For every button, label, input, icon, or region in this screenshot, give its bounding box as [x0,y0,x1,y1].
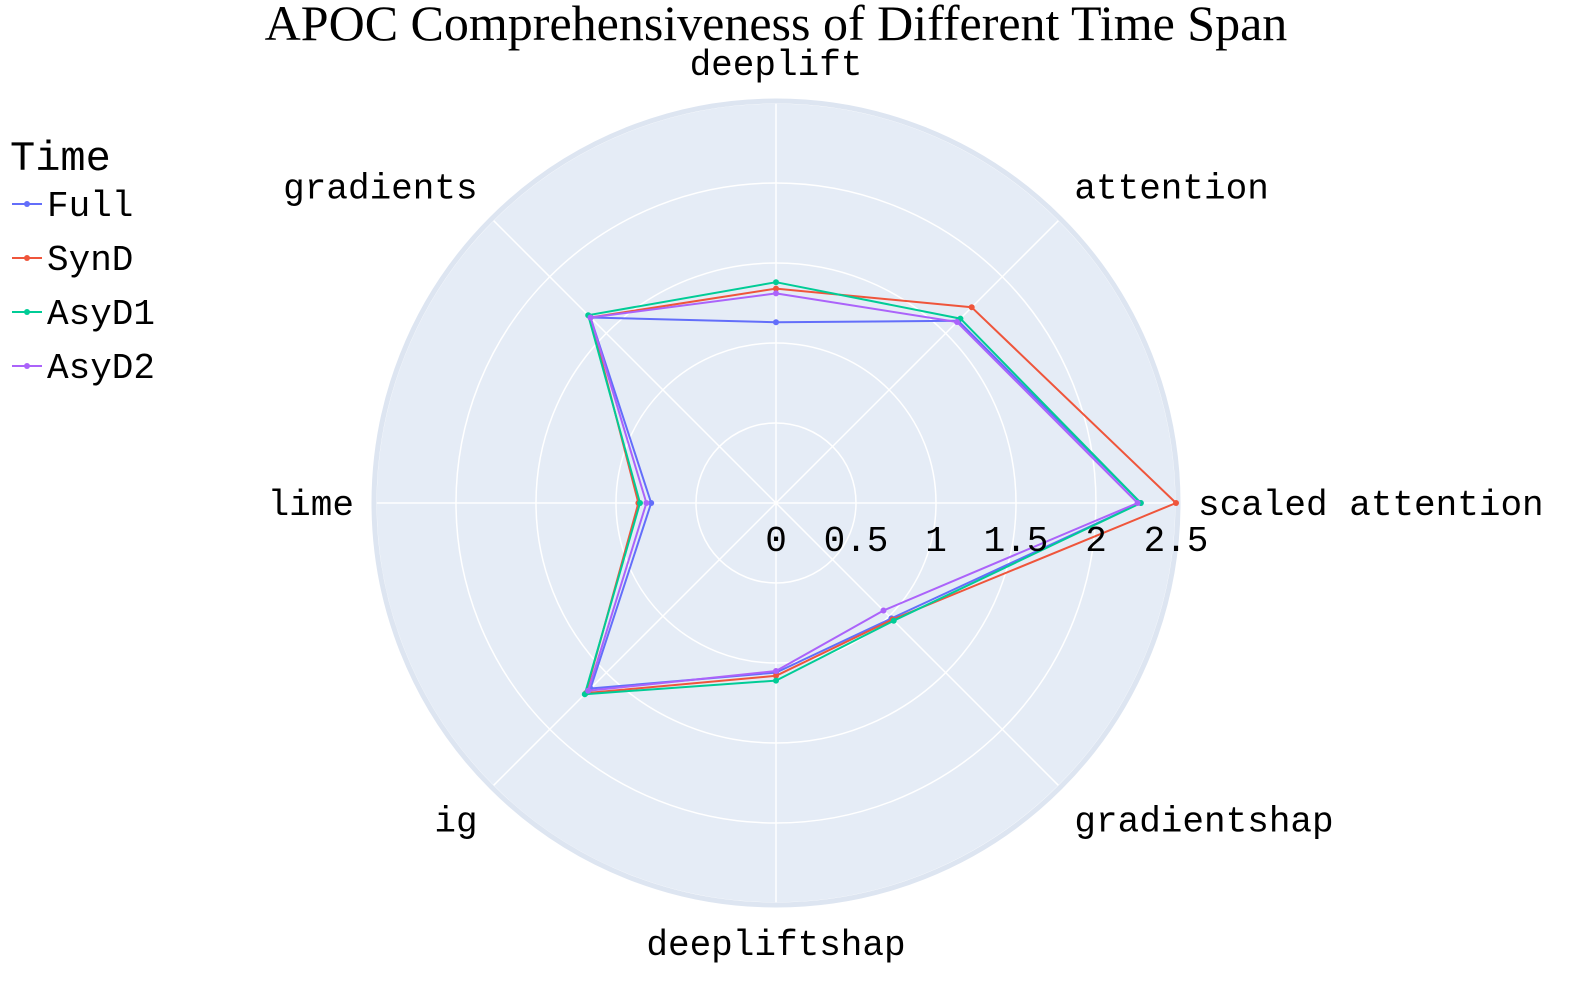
legend-item-full[interactable]: Full [12,186,133,227]
legend-label: AsyD1 [47,294,155,335]
legend: Time Full SynD AsyD1 AsyD2 [10,135,155,389]
legend-label: Full [47,186,133,227]
data-point [773,285,779,292]
legend-title: Time [10,135,111,183]
polar-grid [371,98,1181,908]
data-point [968,304,975,311]
radial-tick-label: 0 [765,521,787,562]
grid-spoke [492,219,777,504]
radial-tick-label: 2.5 [1144,521,1209,562]
series-asyd2 [585,290,1141,694]
radial-tick-label: 2 [1085,521,1107,562]
data-point [587,314,594,321]
radial-tick-labels: 0 0.5 1 1.5 2 2.5 [765,521,1208,562]
data-point [637,500,643,506]
data-point [773,319,779,326]
legend-marker [24,201,30,207]
axis-label: scaled attention [1198,485,1544,526]
grid-spoke [492,502,777,787]
data-point [773,668,779,674]
legend-item-asyd2[interactable]: AsyD2 [12,348,155,389]
axis-label: deepliftshap [646,925,905,966]
data-point [1134,500,1141,506]
data-point [954,319,960,325]
data-point [643,500,650,506]
legend-marker [24,363,30,369]
data-point [773,677,779,684]
data-point [1173,500,1179,506]
legend-label: SynD [47,240,133,281]
grid-spoke [775,502,1060,787]
axis-label: gradients [283,169,477,210]
series-layer [581,279,1179,698]
legend-marker [24,255,30,261]
series-asyd1 [581,279,1144,698]
data-point [585,687,592,694]
axis-label: lime [268,485,354,526]
data-point [773,290,779,297]
radial-tick-label: 1 [925,521,947,562]
legend-item-synd[interactable]: SynD [12,240,133,281]
grid-spoke [775,219,1060,504]
legend-label: AsyD2 [47,348,155,389]
data-point [880,607,887,614]
data-point [773,279,779,286]
legend-marker [24,309,30,315]
radial-tick-label: 1.5 [984,521,1049,562]
axis-label: gradientshap [1074,801,1333,842]
legend-item-asyd1[interactable]: AsyD1 [12,294,155,335]
axis-label: attention [1074,169,1268,210]
data-point [648,500,655,506]
axis-labels: scaled attention attention deeplift gradien… [268,45,1544,966]
axis-label: deeplift [690,45,863,86]
data-point [773,672,779,679]
chart-title: APOC Comprehensiveness of Different Time… [265,0,1288,51]
data-point [890,617,897,624]
radial-tick-label: 0.5 [824,521,889,562]
axis-label: ig [434,801,477,842]
